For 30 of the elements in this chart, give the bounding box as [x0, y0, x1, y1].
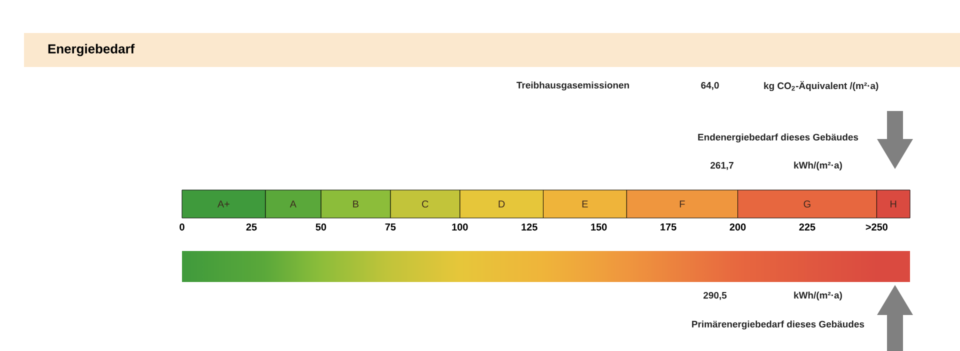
series-label: C — [422, 200, 428, 208]
text: 290,5 — [703, 292, 727, 300]
x-tick-label: 25 — [246, 224, 257, 231]
series-label: A+ — [217, 200, 230, 208]
x-tick-label: 75 — [385, 224, 396, 230]
series-label: B — [353, 200, 358, 208]
series-label: G — [804, 200, 810, 208]
x-tick-label: 150 — [591, 224, 607, 231]
text: Primärenergiebedarf dieses Gebäudes — [692, 320, 864, 330]
x-tick-label: 0 — [180, 224, 184, 231]
text: kWh/(m²·a) — [794, 292, 842, 300]
x-tick-label: 200 — [730, 224, 746, 231]
series-label: D — [498, 200, 505, 208]
x-tick-label: >250 — [866, 224, 888, 231]
series-label: E — [582, 200, 588, 208]
chart-title: Energiebedarf — [48, 44, 135, 56]
x-tick-label: 100 — [452, 224, 468, 231]
series-label: H — [890, 200, 896, 208]
series-label: A — [290, 200, 296, 208]
text: kg CO$_{2}$-Äquivalent /(m²·a) — [764, 80, 878, 92]
series-label: F — [680, 200, 685, 208]
text: 261,7 — [710, 162, 734, 170]
text: Treibhausgasemissionen — [516, 82, 629, 90]
x-tick-label: 125 — [522, 224, 538, 231]
text: 64,0 — [701, 82, 719, 90]
x-tick-label: 50 — [316, 224, 326, 231]
x-tick-label: 225 — [799, 224, 816, 231]
x-tick-label: 175 — [660, 224, 676, 230]
text: kWh/(m²·a) — [794, 162, 842, 170]
text: Endenergiebedarf dieses Gebäudes — [698, 134, 858, 142]
